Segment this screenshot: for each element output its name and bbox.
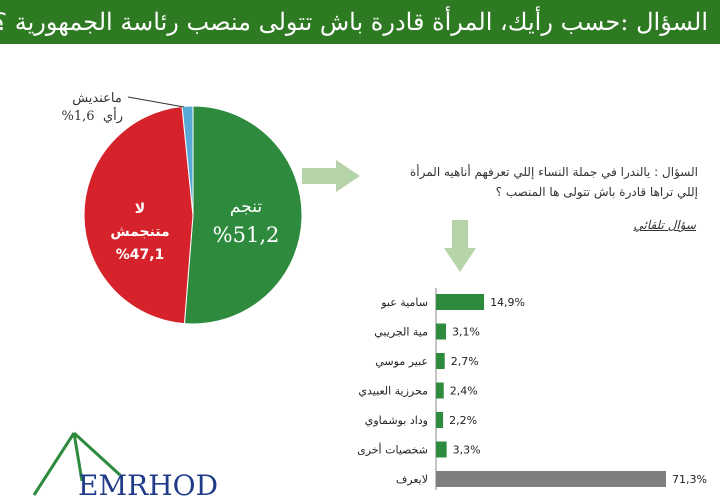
pie-slice-can: [183, 105, 303, 325]
logo-tent-icon: [32, 431, 122, 496]
bar-category-label: سامية عبو: [380, 296, 428, 309]
pie-label-red-1: لا: [135, 201, 145, 217]
bar-category-label: مية الجريبي: [374, 326, 428, 339]
bar-value-label: 3,3%: [453, 444, 481, 457]
page-title: السؤال :حسب رأيك، المرأة قادرة باش تتولى…: [0, 8, 708, 36]
pie-label-blue-1: ماعنديش: [72, 91, 122, 106]
bar-value-label: 14,9%: [490, 296, 525, 309]
pie-value-green: %51,2: [213, 223, 280, 247]
bar-category-label: لايعرف: [396, 473, 428, 486]
question-2-line-1: السؤال : يالندرا في جملة النساء إللي تعر…: [410, 165, 698, 179]
pie-label-blue-2: رأي: [103, 107, 123, 124]
title-bar: السؤال :حسب رأيك، المرأة قادرة باش تتولى…: [0, 0, 720, 44]
emrhod-logo: EMRHOD: [32, 431, 218, 496]
bar: [436, 412, 444, 428]
bar-value-label: 71,3%: [672, 473, 707, 486]
bar-category-label: محرزية العبيدي: [358, 385, 428, 398]
down-arrow-icon: [444, 220, 476, 272]
bar: [436, 353, 445, 369]
bar: [436, 323, 446, 340]
pie-label-green: تنجم: [230, 197, 262, 217]
bar-value-label: 2,7%: [451, 355, 479, 368]
pie-label-red-2: متنجمش: [110, 224, 169, 240]
source-note: سؤال تلقائي: [633, 218, 696, 232]
pie-leader-line: [127, 96, 185, 108]
bar-value-label: 2,2%: [449, 414, 477, 427]
bar-value-label: 2,4%: [450, 385, 478, 398]
bar-category-label: شخصيات أخرى: [357, 443, 428, 457]
pie-slice-cannot: [83, 106, 194, 325]
pie-value-red: %47,1: [116, 247, 165, 263]
bar: [436, 471, 666, 487]
logo-text: EMRHOD: [78, 469, 218, 496]
bar: [436, 441, 447, 458]
bar-category-label: عبير موسي: [375, 355, 428, 368]
bar-chart: سامية عبو 14,9% مية الجريبي 3,1% عبير موسي 2,…: [357, 288, 707, 490]
pie-chart: تنجم %51,2 لا متنجمش %47,1 ماعنديش رأي %…: [61, 91, 303, 325]
question-2: السؤال : يالندرا في جملة النساء إللي تعر…: [360, 162, 698, 202]
pie-value-blue: %1,6: [61, 109, 94, 124]
bar-category-label: وداد بوشماوي: [365, 414, 428, 427]
bar: [436, 382, 444, 399]
question-2-line-2: إللي تراها قادرة باش تتولى ها المنصب ؟: [495, 185, 698, 199]
bar-value-label: 3,1%: [452, 326, 480, 339]
bar: [436, 294, 485, 310]
right-arrow-icon: [302, 160, 360, 192]
